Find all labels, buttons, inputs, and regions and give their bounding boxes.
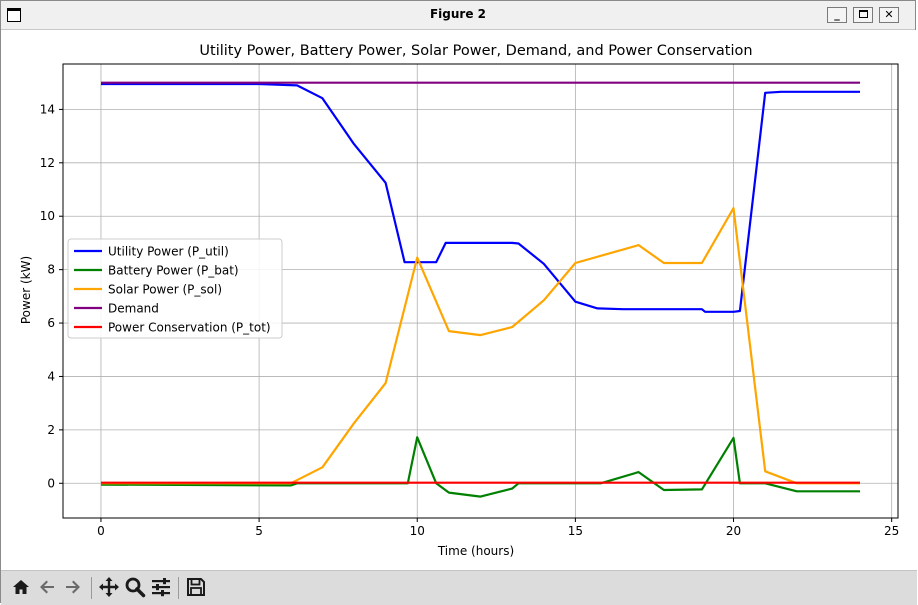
chart-title: Utility Power, Battery Power, Solar Powe… xyxy=(199,43,752,59)
back-button[interactable] xyxy=(35,575,59,599)
maximize-icon xyxy=(858,10,868,18)
legend-label: Demand xyxy=(108,302,159,316)
save-button[interactable] xyxy=(184,575,208,599)
close-button[interactable]: ✕ xyxy=(879,7,899,23)
legend-label: Solar Power (P_sol) xyxy=(108,283,222,297)
axis-ticks: 0 5 10 15 20 25 0 2 4 6 8 10 12 14 xyxy=(40,102,900,538)
forward-arrow-icon xyxy=(66,580,80,594)
home-icon xyxy=(13,580,29,594)
figure-canvas[interactable]: Utility Power, Battery Power, Solar Powe… xyxy=(1,30,917,570)
axes-frame xyxy=(62,63,899,519)
y-tick-label: 4 xyxy=(47,369,55,383)
y-tick-label: 2 xyxy=(47,423,55,437)
series-line-utility-power-p-util xyxy=(101,82,860,313)
y-axis-label: Power (kW) xyxy=(19,256,33,324)
x-tick-label: 25 xyxy=(884,524,899,538)
minimize-icon: _ xyxy=(834,8,840,21)
configure-subplots-icon xyxy=(152,578,170,597)
window-title: Figure 2 xyxy=(429,7,487,21)
series-line-solar-power-p-sol xyxy=(101,207,860,485)
zoom-icon xyxy=(125,577,146,598)
navigation-toolbar xyxy=(1,570,917,605)
legend-box xyxy=(67,238,283,339)
x-tick-label: 15 xyxy=(568,524,583,538)
y-tick-label: 6 xyxy=(47,316,55,330)
minimize-button[interactable]: _ xyxy=(827,7,847,23)
legend-label: Battery Power (P_bat) xyxy=(108,264,239,278)
configure-subplots-button[interactable] xyxy=(149,575,173,599)
back-arrow-icon xyxy=(40,580,54,594)
pan-icon xyxy=(99,577,119,597)
legend-label: Power Conservation (P_tot) xyxy=(108,321,271,335)
home-button[interactable] xyxy=(9,575,33,599)
series-line-battery-power-p-bat xyxy=(100,436,860,498)
window-icon xyxy=(7,8,21,22)
maximize-button[interactable] xyxy=(853,7,873,23)
legend: Utility Power (P_util) Battery Power (P_b… xyxy=(67,238,283,339)
save-icon xyxy=(187,578,205,596)
toolbar-separator xyxy=(178,577,179,599)
zoom-button[interactable] xyxy=(123,575,147,599)
title-bar: Figure 2 _ ✕ xyxy=(1,1,915,30)
toolbar-separator xyxy=(91,577,92,599)
y-tick-label: 14 xyxy=(40,102,55,116)
x-axis-label: Time (hours) xyxy=(437,544,514,558)
x-tick-label: 20 xyxy=(726,524,741,538)
x-tick-label: 5 xyxy=(255,524,263,538)
series-lines xyxy=(100,81,860,498)
pan-button[interactable] xyxy=(97,575,121,599)
y-tick-label: 12 xyxy=(40,156,55,170)
y-tick-label: 8 xyxy=(47,263,55,277)
legend-label: Utility Power (P_util) xyxy=(108,245,229,259)
grid xyxy=(63,64,898,518)
close-icon: ✕ xyxy=(884,8,894,21)
line-chart: Utility Power, Battery Power, Solar Powe… xyxy=(19,43,900,558)
x-tick-label: 10 xyxy=(410,524,425,538)
x-tick-label: 0 xyxy=(97,524,105,538)
y-tick-label: 10 xyxy=(40,209,55,223)
forward-button[interactable] xyxy=(61,575,85,599)
y-tick-label: 0 xyxy=(47,476,55,490)
